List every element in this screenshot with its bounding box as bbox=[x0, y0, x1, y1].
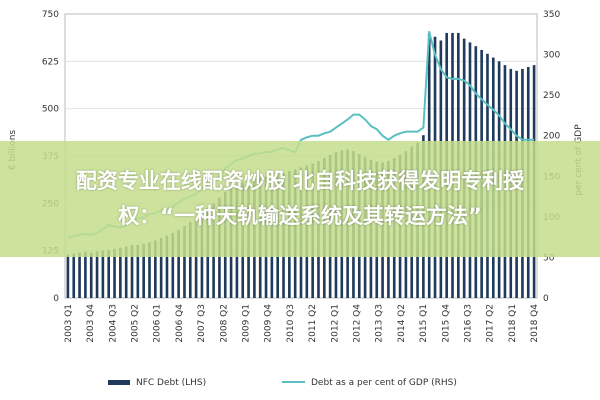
x-tick-label: 2015 Q4 bbox=[441, 304, 451, 343]
bar bbox=[136, 244, 140, 298]
x-tick-label: 2012 Q1 bbox=[330, 304, 340, 343]
bar bbox=[119, 247, 122, 298]
x-tick-label: 2003 Q1 bbox=[64, 304, 74, 343]
bar bbox=[142, 243, 145, 298]
bar bbox=[194, 218, 198, 298]
bar bbox=[78, 252, 81, 298]
x-tick-label: 2015 Q1 bbox=[419, 304, 429, 343]
left-tick-label: 750 bbox=[42, 10, 59, 20]
x-tick-label: 2006 Q4 bbox=[175, 304, 185, 343]
overlay-headline-line1: 配资专业在线配资炒股 北自科技获得发明专利授 bbox=[75, 169, 525, 193]
right-tick-label: 200 bbox=[543, 132, 560, 142]
bar bbox=[130, 244, 134, 298]
x-tick-label: 2013 Q3 bbox=[375, 304, 385, 343]
x-tick-label: 2006 Q1 bbox=[153, 304, 163, 343]
bar bbox=[89, 252, 93, 298]
x-tick-label: 2011 Q2 bbox=[308, 304, 318, 343]
bar bbox=[66, 254, 70, 298]
bar bbox=[101, 250, 105, 298]
right-tick-label: 350 bbox=[543, 10, 560, 20]
bar bbox=[171, 232, 175, 298]
bar bbox=[113, 248, 116, 298]
bar bbox=[95, 251, 99, 298]
bar bbox=[159, 238, 163, 298]
bar bbox=[148, 242, 151, 298]
x-tick-label: 2010 Q3 bbox=[286, 304, 296, 343]
bar bbox=[124, 246, 128, 298]
x-tick-label: 2004 Q3 bbox=[108, 304, 118, 343]
bar bbox=[84, 251, 87, 298]
bar bbox=[72, 253, 76, 298]
x-tick-label: 2016 Q3 bbox=[464, 304, 474, 343]
right-tick-label: 250 bbox=[543, 91, 560, 101]
legend-line-label: Debt as a per cent of GDP (RHS) bbox=[311, 378, 457, 388]
x-tick-label: 2003 Q4 bbox=[86, 304, 96, 343]
right-tick-label: 50 bbox=[543, 253, 555, 263]
overlay-headline-line2: 权：“一种天轨输送系统及其转运方法” bbox=[118, 204, 482, 228]
x-tick-label: 2012 Q4 bbox=[353, 304, 363, 343]
bar bbox=[183, 226, 186, 298]
x-tick-label: 2009 Q1 bbox=[242, 304, 252, 343]
overlay-banner: 配资专业在线配资炒股 北自科技获得发明专利授 权：“一种天轨输送系统及其转运方法… bbox=[0, 141, 600, 257]
bar bbox=[188, 222, 192, 298]
legend-bar-swatch bbox=[108, 380, 130, 385]
bar bbox=[154, 240, 157, 298]
left-tick-label: 0 bbox=[53, 294, 59, 304]
x-tick-label: 2018 Q4 bbox=[530, 304, 540, 343]
left-tick-label: 500 bbox=[42, 105, 59, 115]
right-tick-label: 300 bbox=[543, 51, 560, 61]
x-tick-label: 2009 Q4 bbox=[264, 304, 274, 343]
bar bbox=[165, 235, 169, 298]
right-tick-label: 0 bbox=[543, 294, 549, 304]
x-axis-ticks: 2003 Q1 2003 Q4 2004 Q3 2005 Q2 2006 Q1 2006 … bbox=[64, 304, 540, 343]
x-tick-label: 2007 Q3 bbox=[197, 304, 207, 343]
bar bbox=[177, 229, 180, 298]
legend: NFC Debt (LHS) Debt as a per cent of GDP… bbox=[108, 378, 457, 388]
x-tick-label: 2017 Q2 bbox=[486, 304, 496, 343]
x-tick-label: 2008 Q2 bbox=[219, 304, 229, 343]
x-tick-label: 2018 Q1 bbox=[508, 304, 518, 343]
x-tick-label: 2005 Q2 bbox=[131, 304, 141, 343]
bar bbox=[107, 249, 111, 298]
left-tick-label: 625 bbox=[42, 57, 59, 67]
legend-bar-label: NFC Debt (LHS) bbox=[136, 378, 206, 388]
x-tick-label: 2014 Q2 bbox=[397, 304, 407, 343]
